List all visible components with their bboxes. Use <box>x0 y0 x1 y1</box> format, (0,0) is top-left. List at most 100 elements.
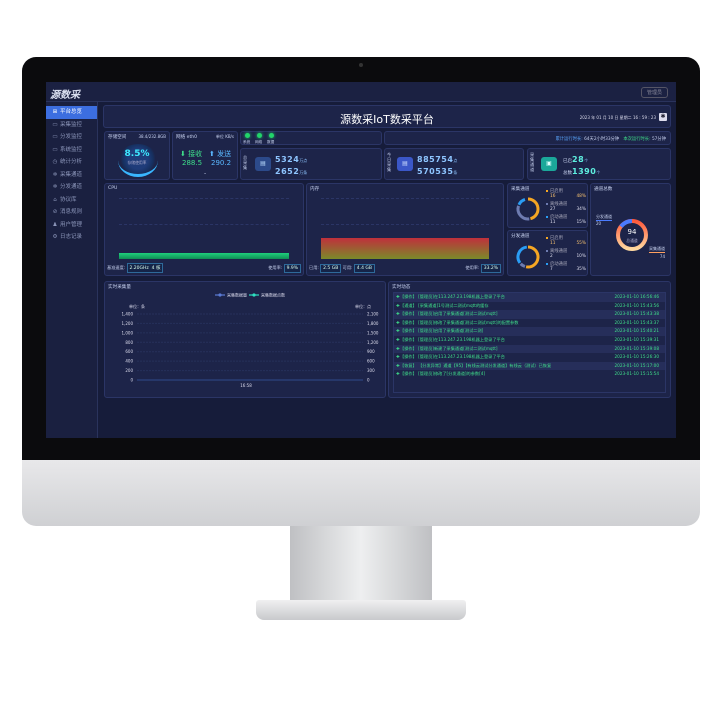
legend-label: 启动通道 <box>550 262 568 267</box>
donut-slice <box>527 197 540 221</box>
sidebar-item[interactable]: ✲ 分发通道 <box>46 181 97 194</box>
sidebar-item[interactable]: ♟ 用户管理 <box>46 219 97 232</box>
total-unit: 个 <box>596 170 601 175</box>
sidebar-item[interactable]: ▭ 分发监控 <box>46 131 97 144</box>
sidebar-item[interactable]: ⊘ 消息规则 <box>46 206 97 219</box>
sidebar-item[interactable]: ⚙ 日志记录 <box>46 231 97 244</box>
legend-label: 采集数据量 <box>227 292 247 298</box>
legend-marker <box>218 293 222 297</box>
log-item[interactable]: ✚ 【操作】 [管理员]修改了[分发通道]的参数[4] 2023-01-10 15:… <box>394 370 665 379</box>
status-label: 网络 <box>255 139 263 144</box>
donut-slice <box>516 205 530 221</box>
channel-total-panel: 通道总数 94 总通道 分发通道 20 采集通道 74 <box>590 183 671 276</box>
legend-item: 离线通道 27 34% <box>546 202 586 215</box>
logo: 源数采 <box>50 90 80 101</box>
y-label-right: 单位：点 <box>355 303 371 309</box>
sidebar-item[interactable]: ▭ 采集监控 <box>46 119 97 132</box>
sidebar-item-label: 统计分析 <box>60 159 83 165</box>
log-item[interactable]: ✚ 【操作】 [管理员]启用了采集通道[测试二测试mqtt] 2023-01-10 … <box>394 310 665 319</box>
log-item[interactable]: ✚ 【操作】 [管理员]修改了采集通道[测试二测试mqtt]的配置参数 2023-0… <box>394 319 665 328</box>
total-label: 总数 <box>563 171 572 176</box>
legend-item: 已启用 11 55% <box>546 236 586 249</box>
log-time: 2023-01-10 15:43:37 <box>614 319 659 325</box>
sidebar-item[interactable]: ⊞ 平台总览 <box>46 106 97 119</box>
users-icon: ♟ <box>52 221 58 228</box>
top-bar: 源数采 管理员 <box>46 82 676 102</box>
log-text: 【分发异常】通道【95】【有线云测试分发通道】有线云（测试）已恢复 <box>418 362 552 368</box>
cpu-usage-label: 使用率: <box>268 265 283 270</box>
storage-percent: 8.5% <box>124 149 150 159</box>
y-label-left: 单位：条 <box>129 303 145 309</box>
legend-label: 已启用 <box>550 236 563 241</box>
mem-avail: 4.4 GB <box>353 264 375 273</box>
plus-icon: ✚ <box>396 328 400 334</box>
clock-icon: ◷ <box>52 159 58 165</box>
legend-marker <box>546 250 548 252</box>
dynamics-panel: 实时动态 ✚ 【操作】 [管理员]在113.247.23.198机器上登录了平台 2… <box>388 281 671 398</box>
legend-count: 11 <box>550 241 556 246</box>
camera-icon <box>359 63 363 67</box>
log-text: [管理员]在113.247.23.198机器上登录了平台 <box>418 294 505 299</box>
collect-channels-panel: 采集通道 已启用 16 48% 离线通道 27 34% 启动通道 11 15% <box>507 183 588 228</box>
legend-count: 7 <box>550 267 553 272</box>
legend-item: 启动通道 11 15% <box>546 215 586 228</box>
current-runtime-label: 本次运行时长: <box>623 137 651 142</box>
page-title: 源数采IoT数采平台 <box>340 113 434 126</box>
datetime: 2023 年 01 月 10 日 星期二 16 : 59 : 23 <box>579 115 656 120</box>
legend-label: 已启用 <box>550 189 563 194</box>
status-panel: 系统 网络 数据 <box>240 131 382 145</box>
cpu-usage-area <box>119 253 289 259</box>
log-item[interactable]: ✚ 【操作】 [管理员]在113.247.23.198机器上登录了平台 2023-0… <box>394 293 665 302</box>
log-icon: ⚙ <box>52 234 58 240</box>
plus-icon: ✚ <box>396 371 400 377</box>
legend-marker <box>546 216 548 218</box>
log-item[interactable]: ✚ 【操作】 [管理员]新建了采集通道[测试二测试mqtt] 2023-01-10 … <box>394 344 665 354</box>
log-item[interactable]: ✚ 【恢复】 【分发异常】通道【95】【有线云测试分发通道】有线云（测试）已恢复 2… <box>394 361 665 371</box>
log-item[interactable]: ✚ 【操作】 [管理员]启用了采集通道[测试二测] 2023-01-10 15:40… <box>394 327 665 336</box>
title-bar: 源数采IoT数采平台 2023 年 01 月 10 日 星期二 16 : 59 … <box>103 105 671 128</box>
plus-icon: ✚ <box>396 311 400 317</box>
user-button[interactable]: 管理员 <box>640 87 668 98</box>
network-title: 网络 eth0 <box>176 135 198 140</box>
dist-count: 20 <box>596 221 602 226</box>
y-tick-right: 300 <box>367 368 375 373</box>
database-icon: ▤ <box>397 157 413 171</box>
log-time: 2023-01-10 15:43:56 <box>614 302 659 308</box>
today-collect-panel: 今日采集 ▤ 885754点 570535条 <box>384 148 524 180</box>
log-item[interactable]: ✚ 【通道】 [采集通道]1号测试二测试mqtt的缓存 2023-01-10 15:… <box>394 302 665 311</box>
dist-channels-title: 分发通道 <box>511 234 530 239</box>
plus-icon: ✚ <box>396 294 400 299</box>
dist-donut <box>516 245 540 269</box>
today-rows-unit: 条 <box>453 170 458 175</box>
monitor-chin <box>22 460 700 526</box>
log-time: 2023-01-10 15:39:08 <box>614 345 659 351</box>
y-tick-right: 2,100 <box>367 312 379 317</box>
log-time: 2023-01-10 15:15:54 <box>614 371 659 377</box>
log-tag: 【操作】 <box>400 328 417 334</box>
collect-label: 采集通道 <box>649 246 665 253</box>
memory-usage-area <box>321 238 489 259</box>
cpu-title: CPU <box>108 186 118 191</box>
sidebar-item[interactable]: ⌂ 协议库 <box>46 194 97 207</box>
grid-icon: ⊞ <box>52 109 58 115</box>
chart-title: 实时采集量 <box>108 285 131 290</box>
log-time: 2023-01-10 15:26:30 <box>614 354 659 360</box>
log-item[interactable]: ✚ 【操作】 [管理员]在113.247.23.198机器上登录了平台 2023-0… <box>394 336 665 345</box>
settings-icon[interactable]: ✱ <box>659 113 667 121</box>
send-value: 290.2 <box>211 159 232 167</box>
sidebar-item[interactable]: ✲ 采集通道 <box>46 169 97 182</box>
today-rows: 570535 <box>417 167 454 176</box>
sidebar-item-label: 用户管理 <box>60 221 83 228</box>
sidebar-item-label: 协议库 <box>60 196 77 203</box>
monitor-base <box>256 600 466 620</box>
cpu-usage: 9.9% <box>283 264 301 273</box>
plus-icon: ✚ <box>396 345 400 351</box>
log-text: [管理员]修改了采集通道[测试二测试mqtt]的配置参数 <box>418 319 519 325</box>
log-item[interactable]: ✚ 【操作】 [管理员]在113.247.23.198机器上登录了平台 2023-0… <box>394 353 665 362</box>
legend-marker <box>546 203 548 205</box>
channel-total-label: 总通道 <box>626 238 638 243</box>
sidebar-item[interactable]: ◷ 统计分析 <box>46 156 97 169</box>
log-time: 2023-01-10 16:56:46 <box>614 294 659 299</box>
status-dot <box>269 133 274 138</box>
sidebar-item[interactable]: ▭ 系统监控 <box>46 144 97 157</box>
